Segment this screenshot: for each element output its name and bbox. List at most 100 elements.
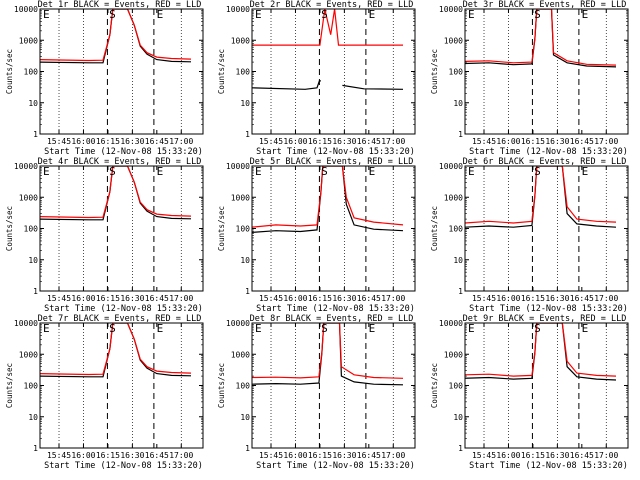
x-tick-label: 16:30 xyxy=(545,294,569,303)
x-tick-label: 16:15 xyxy=(96,451,120,460)
panel-7 xyxy=(39,322,204,449)
lld-series xyxy=(252,166,404,228)
panel-1 xyxy=(39,8,204,135)
y-tick-label: 10 xyxy=(28,99,38,108)
y-tick-label: 1000 xyxy=(231,36,250,45)
x-tick-label: 15:45 xyxy=(259,137,283,146)
y-tick-label: 1000 xyxy=(19,36,38,45)
x-tick-label: 16:15 xyxy=(521,451,545,460)
y-axis-label: Counts/sec xyxy=(217,206,226,251)
y-tick-label: 100 xyxy=(236,382,251,391)
panel-9 xyxy=(464,322,629,449)
events-series xyxy=(465,166,617,228)
end-marker: E xyxy=(582,8,589,21)
y-tick-label: 1000 xyxy=(231,350,250,359)
x-tick-label: 16:30 xyxy=(120,294,144,303)
y-axis-label: Counts/sec xyxy=(5,206,14,251)
y-tick-label: 10 xyxy=(240,413,250,422)
y-tick-label: 1 xyxy=(33,444,38,453)
lld-series xyxy=(465,166,617,224)
y-axis-label: Counts/sec xyxy=(5,363,14,408)
edge-marker: E xyxy=(468,8,475,21)
y-tick-label: 10000 xyxy=(226,319,250,328)
y-tick-label: 10 xyxy=(28,413,38,422)
y-tick-label: 1 xyxy=(33,130,38,139)
lld-series xyxy=(40,166,192,219)
x-tick-label: 16:00 xyxy=(496,294,520,303)
y-tick-label: 1000 xyxy=(444,36,463,45)
panel-5 xyxy=(251,165,416,292)
y-tick-label: 1 xyxy=(245,287,250,296)
edge-marker: E xyxy=(468,165,475,178)
y-tick-label: 100 xyxy=(24,382,39,391)
x-tick-label: 16:15 xyxy=(96,294,120,303)
x-axis-label: Start Time (12-Nov-08 15:33:20) xyxy=(256,147,415,157)
x-tick-label: 16:45 xyxy=(145,451,169,460)
y-axis-label: Counts/sec xyxy=(430,363,439,408)
x-axis-label: Start Time (12-Nov-08 15:33:20) xyxy=(44,304,203,314)
x-tick-label: 17:00 xyxy=(169,137,193,146)
y-tick-label: 1 xyxy=(458,444,463,453)
start-marker: S xyxy=(321,8,328,21)
end-marker: E xyxy=(369,322,376,335)
plot-frame xyxy=(464,322,629,449)
y-tick-label: 1 xyxy=(33,287,38,296)
y-tick-label: 100 xyxy=(24,225,39,234)
y-axis-label: Counts/sec xyxy=(430,206,439,251)
x-tick-label: 16:30 xyxy=(545,451,569,460)
x-axis-label: Start Time (12-Nov-08 15:33:20) xyxy=(256,304,415,314)
lld-series xyxy=(465,9,617,66)
panel-title: Det 6r BLACK = Events, RED = LLD xyxy=(463,157,627,167)
plot-frame xyxy=(251,8,416,135)
x-tick-label: 16:00 xyxy=(283,294,307,303)
y-tick-label: 10000 xyxy=(14,162,38,171)
x-tick-label: 16:45 xyxy=(570,451,594,460)
edge-marker: E xyxy=(468,322,475,335)
x-axis-label: Start Time (12-Nov-08 15:33:20) xyxy=(469,304,628,314)
x-tick-label: 16:45 xyxy=(357,294,381,303)
x-tick-label: 16:30 xyxy=(120,451,144,460)
x-tick-label: 15:45 xyxy=(47,137,71,146)
y-tick-label: 1 xyxy=(458,130,463,139)
start-marker: S xyxy=(109,322,116,335)
y-tick-label: 1000 xyxy=(19,193,38,202)
y-tick-label: 10 xyxy=(453,99,463,108)
end-marker: E xyxy=(369,8,376,21)
y-tick-label: 100 xyxy=(449,225,464,234)
y-tick-label: 1000 xyxy=(19,350,38,359)
y-tick-label: 10 xyxy=(28,256,38,265)
x-tick-label: 16:15 xyxy=(521,294,545,303)
x-tick-label: 16:15 xyxy=(521,137,545,146)
x-axis-label: Start Time (12-Nov-08 15:33:20) xyxy=(44,147,203,157)
end-marker: E xyxy=(582,165,589,178)
y-tick-label: 10000 xyxy=(439,162,463,171)
x-tick-label: 16:15 xyxy=(96,137,120,146)
edge-marker: E xyxy=(43,8,50,21)
y-tick-label: 100 xyxy=(24,68,39,77)
y-tick-label: 10000 xyxy=(14,5,38,14)
x-tick-label: 16:30 xyxy=(332,294,356,303)
edge-marker: E xyxy=(43,322,50,335)
x-tick-label: 16:30 xyxy=(120,137,144,146)
x-tick-label: 15:45 xyxy=(472,451,496,460)
x-tick-label: 16:30 xyxy=(332,451,356,460)
panel-6 xyxy=(464,165,629,292)
y-tick-label: 1 xyxy=(245,130,250,139)
x-tick-label: 17:00 xyxy=(594,294,618,303)
plot-frame xyxy=(464,8,629,135)
y-tick-label: 10 xyxy=(453,256,463,265)
x-tick-label: 16:00 xyxy=(283,137,307,146)
plot-frame xyxy=(39,165,204,292)
panel-8 xyxy=(251,322,416,449)
end-marker: E xyxy=(157,8,164,21)
y-tick-label: 1 xyxy=(245,444,250,453)
lld-series xyxy=(252,323,404,379)
panel-title: Det 4r BLACK = Events, RED = LLD xyxy=(38,157,202,167)
lld-series xyxy=(40,9,192,62)
y-tick-label: 1000 xyxy=(231,193,250,202)
panel-2 xyxy=(251,8,416,135)
x-tick-label: 16:45 xyxy=(145,137,169,146)
x-tick-label: 16:45 xyxy=(570,294,594,303)
x-tick-label: 17:00 xyxy=(381,451,405,460)
